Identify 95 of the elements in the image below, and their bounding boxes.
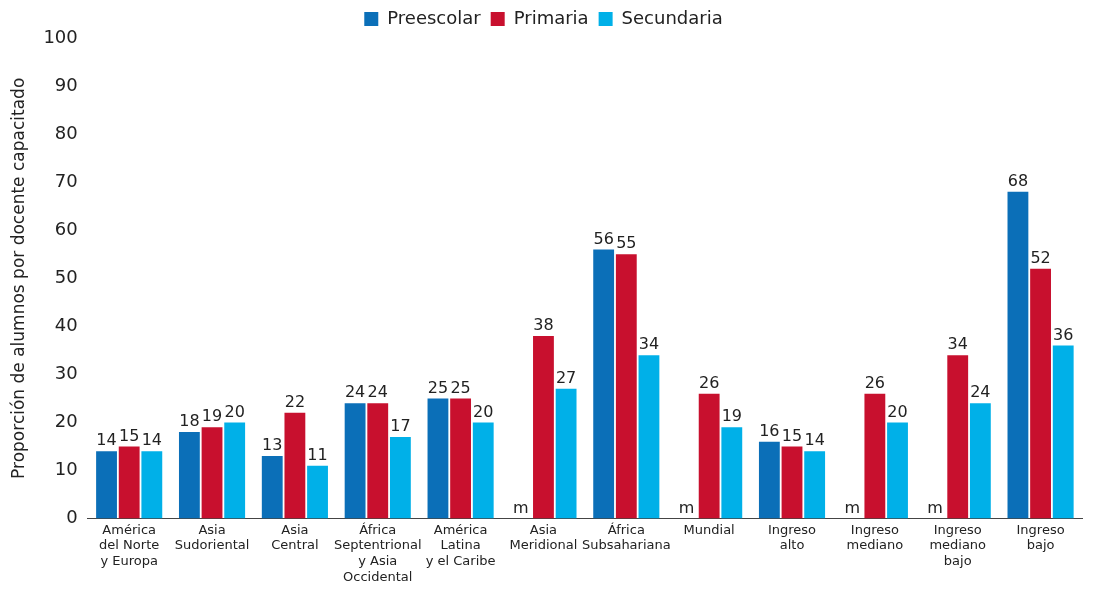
data-label: 15 [781, 425, 803, 445]
bar [887, 422, 908, 519]
x-tick-label: África Subsahariana [581, 521, 671, 553]
text: m [927, 497, 943, 517]
x-tick-label: Ingreso bajo [1016, 521, 1065, 553]
y-tick-label: 90 [54, 73, 78, 95]
y-tick-label: 0 [66, 506, 78, 528]
bar [698, 393, 720, 519]
data-label: 14 [141, 430, 163, 450]
y-tick-label: 100 [43, 25, 78, 47]
data-label: 34 [638, 334, 660, 354]
data-label: 16 [759, 420, 780, 440]
bar [758, 441, 780, 519]
data-label: 20 [224, 401, 245, 421]
data-label: 38 [533, 315, 554, 335]
bar [450, 398, 472, 519]
bar [864, 393, 886, 519]
data-label: 19 [201, 406, 223, 426]
legend-label: Preescolar [387, 6, 482, 28]
data-label: 26 [698, 372, 720, 392]
data-label: 17 [390, 416, 411, 436]
x-tick-label: África Septentrional y Asia Occidental [333, 521, 422, 584]
data-label: 24 [970, 382, 991, 402]
bar [1030, 268, 1051, 519]
bar [141, 451, 163, 519]
bar [555, 388, 577, 519]
bar [615, 254, 637, 519]
data-label: 20 [473, 401, 494, 421]
bar [1007, 191, 1029, 519]
data-label: 24 [367, 382, 388, 402]
data-label: 25 [427, 377, 449, 397]
data-label: 24 [344, 382, 366, 402]
x-tick-label: América Latina y el Caribe [425, 521, 496, 568]
bar [307, 465, 328, 519]
data-label: 36 [1053, 324, 1074, 344]
y-tick-label: 10 [54, 458, 78, 480]
legend-label: Primaria [513, 6, 589, 28]
bar [367, 403, 389, 519]
data-label: 34 [947, 334, 968, 354]
data-label: 22 [284, 392, 306, 412]
text: m [844, 497, 861, 517]
data-label: 27 [555, 367, 577, 387]
x-tick-label: Mundial [683, 521, 735, 537]
bar [261, 456, 283, 519]
x-tick-label: Ingreso alto [767, 521, 817, 553]
bar [533, 335, 554, 519]
data-label: 52 [1030, 247, 1051, 267]
bar [96, 451, 117, 519]
data-label: 14 [96, 430, 117, 450]
bar [118, 446, 140, 519]
y-tick-label: 80 [54, 121, 78, 143]
y-tick-label: 40 [54, 314, 78, 336]
y-tick-label: 20 [54, 410, 78, 432]
y-tick-label: 30 [54, 362, 78, 384]
x-tick-label: Ingreso mediano [846, 521, 904, 553]
x-tick-label: Asia Sudoriental [174, 521, 250, 553]
data-label: 55 [616, 233, 637, 253]
bar [224, 422, 246, 519]
y-tick-label: 70 [54, 169, 78, 191]
data-label: 13 [262, 435, 283, 455]
x-tick-label: Ingreso mediano bajo [929, 521, 987, 568]
bar [427, 398, 449, 519]
bar [593, 249, 615, 519]
x-tick-label: América del Norte y Europa [99, 521, 160, 568]
text: m [678, 497, 695, 517]
bar [201, 427, 223, 519]
data-label: 11 [307, 444, 328, 464]
bar [178, 432, 200, 519]
legend-label: Secundaria [621, 6, 723, 28]
data-label: 18 [179, 411, 200, 431]
y-axis-title: Proporción de alumnos por docente capacitado [7, 77, 28, 479]
data-label: 25 [450, 377, 471, 397]
data-label: 26 [864, 372, 886, 392]
text: m [513, 497, 529, 517]
bar [969, 403, 991, 519]
bar [947, 355, 969, 519]
data-label: 19 [721, 406, 742, 426]
bar [781, 446, 803, 519]
y-tick-label: 60 [54, 217, 78, 239]
bar [344, 403, 366, 519]
bar [1052, 345, 1074, 519]
data-label: 68 [1007, 170, 1029, 190]
bar [638, 355, 660, 519]
bar [804, 451, 826, 519]
y-tick-label: 50 [54, 265, 78, 287]
x-tick-label: Asia Central [271, 521, 319, 553]
bar [389, 436, 411, 519]
data-label: 14 [804, 430, 825, 450]
data-label: 20 [887, 401, 908, 421]
bar [472, 422, 494, 519]
bar [284, 412, 306, 519]
data-label: 56 [593, 228, 614, 248]
bar [721, 427, 743, 519]
x-tick-label: Asia Meridional [509, 521, 578, 553]
data-label: 15 [119, 425, 140, 445]
